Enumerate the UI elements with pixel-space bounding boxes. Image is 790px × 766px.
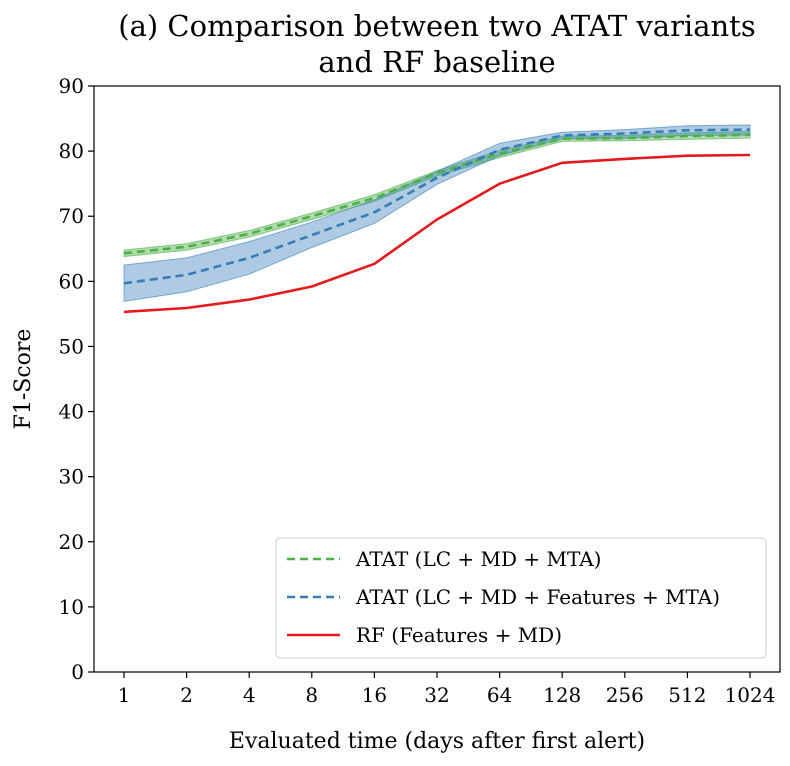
y-tick-label: 30 bbox=[59, 465, 84, 489]
x-tick-label: 32 bbox=[424, 683, 449, 707]
y-tick-label: 80 bbox=[59, 139, 84, 163]
series-2-line bbox=[123, 128, 751, 285]
y-tick-label: 50 bbox=[59, 334, 84, 358]
x-tick-label: 128 bbox=[543, 683, 581, 707]
x-tick-label: 1 bbox=[118, 683, 131, 707]
series-3-line bbox=[123, 153, 751, 314]
x-axis-ticks: 1 2 4 8 16 32 64 128 256 512 1024 bbox=[118, 672, 776, 707]
y-tick-label: 70 bbox=[59, 204, 84, 228]
y-axis-ticks: 0 10 20 30 40 50 60 70 80 90 bbox=[59, 74, 94, 684]
series-lines bbox=[123, 128, 751, 314]
x-tick-label: 256 bbox=[606, 683, 644, 707]
legend-box bbox=[275, 537, 767, 659]
confidence-bands bbox=[123, 124, 751, 303]
x-tick-label: 64 bbox=[487, 683, 512, 707]
chart-title-line-1: (a) Comparison between two ATAT variants bbox=[118, 9, 755, 43]
y-axis-label: F1-Score bbox=[11, 329, 36, 430]
y-tick-label: 60 bbox=[59, 269, 84, 293]
y-tick-label: 0 bbox=[71, 660, 84, 684]
x-tick-label: 1024 bbox=[725, 683, 776, 707]
series-2-band bbox=[123, 124, 751, 303]
y-tick-label: 40 bbox=[59, 400, 84, 424]
x-tick-label: 512 bbox=[668, 683, 706, 707]
legend: ATAT (LC + MD + MTA) ATAT (LC + MD + Feat… bbox=[275, 537, 767, 659]
y-tick-label: 20 bbox=[59, 530, 84, 554]
chart-title: (a) Comparison between two ATAT variants… bbox=[118, 9, 755, 79]
y-tick-label: 10 bbox=[59, 595, 84, 619]
x-tick-label: 4 bbox=[243, 683, 256, 707]
chart-title-line-2: and RF baseline bbox=[318, 45, 555, 79]
legend-label-1: ATAT (LC + MD + MTA) bbox=[355, 547, 601, 571]
series-1-line bbox=[123, 133, 751, 255]
legend-label-3: RF (Features + MD) bbox=[356, 623, 562, 647]
x-tick-label: 8 bbox=[305, 683, 318, 707]
y-tick-label: 90 bbox=[59, 74, 84, 98]
x-tick-label: 2 bbox=[180, 683, 193, 707]
series-1-band bbox=[123, 131, 751, 258]
x-tick-label: 16 bbox=[362, 683, 387, 707]
x-axis-label: Evaluated time (days after first alert) bbox=[229, 729, 645, 754]
legend-label-2: ATAT (LC + MD + Features + MTA) bbox=[355, 585, 720, 609]
